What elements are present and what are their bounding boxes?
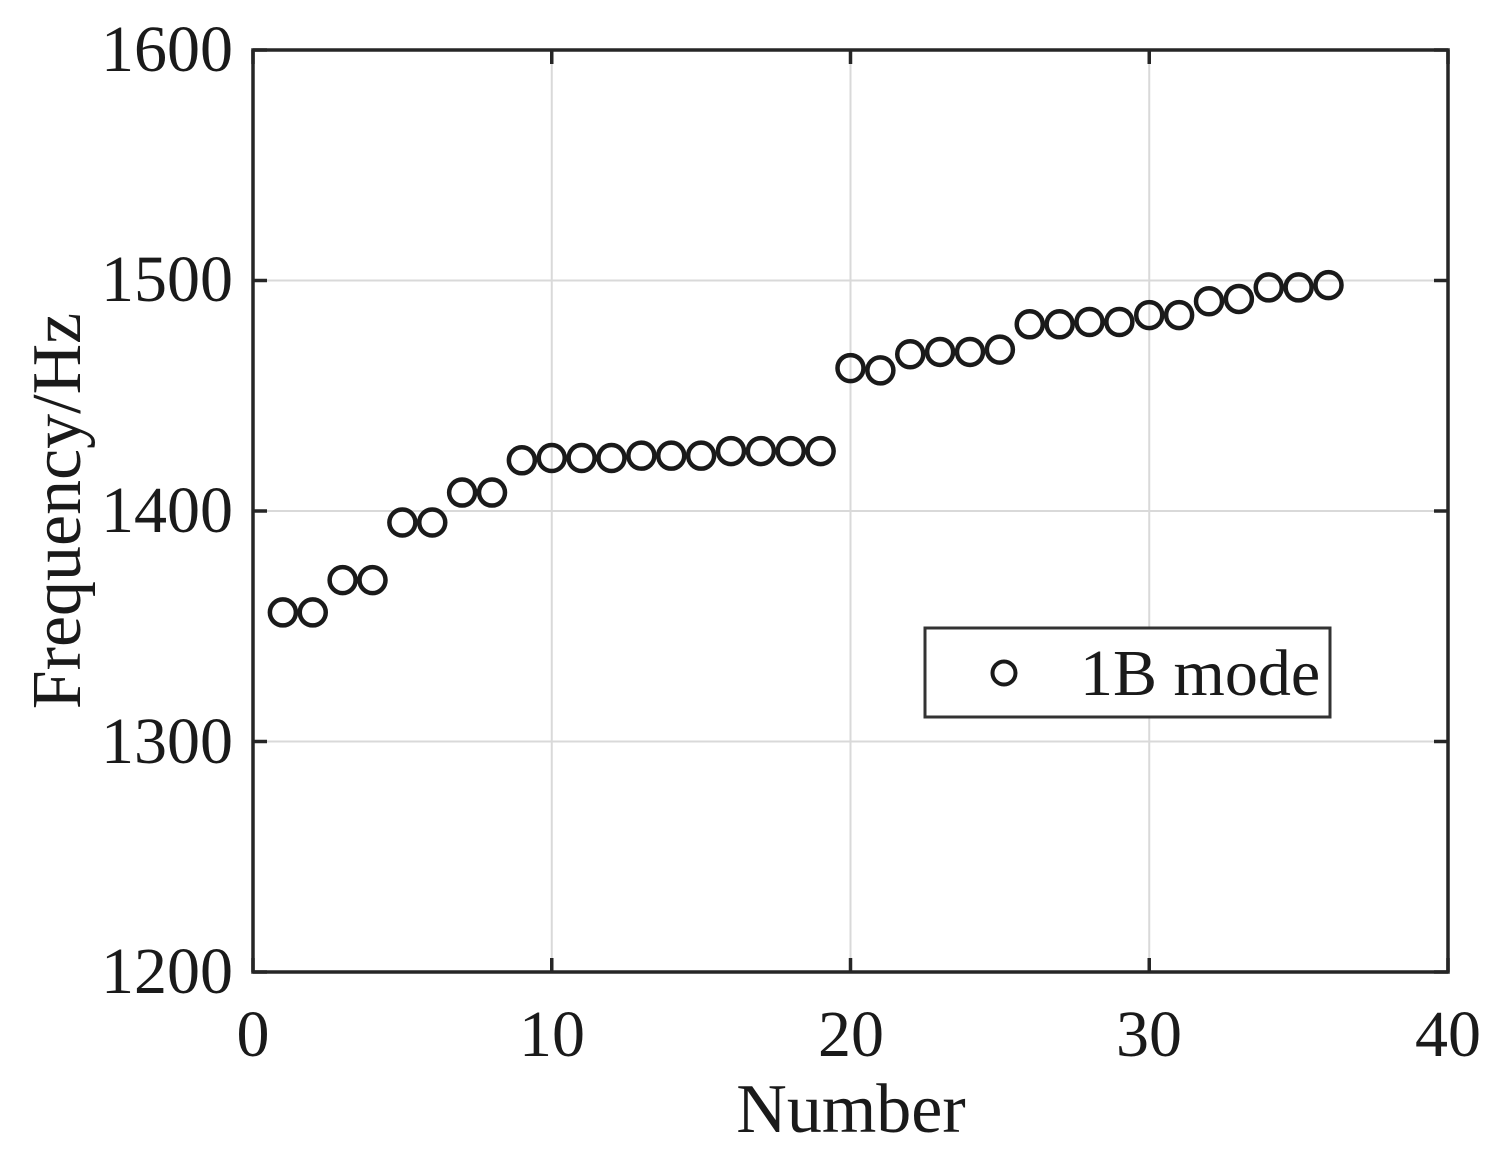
data-point-marker xyxy=(835,352,866,384)
data-point-marker xyxy=(476,477,508,508)
x-tick-label-0: 0 xyxy=(236,998,270,1071)
data-point-marker xyxy=(1193,285,1225,317)
data-point-marker xyxy=(1253,272,1284,303)
data-point-marker xyxy=(1014,309,1045,340)
data-point-marker xyxy=(895,339,926,370)
data-point-marker xyxy=(775,435,806,467)
data-point-marker xyxy=(1044,309,1075,340)
data-point-marker xyxy=(357,564,388,596)
data-point-marker xyxy=(984,334,1016,365)
axes-box xyxy=(251,48,1450,974)
data-point-marker xyxy=(267,597,299,628)
data-point-marker xyxy=(417,507,448,538)
data-point-marker xyxy=(387,507,418,538)
y-tick-label-1300: 1300 xyxy=(101,705,233,778)
y-axis-title: Frequency/Hz xyxy=(19,312,96,710)
data-point-marker xyxy=(685,440,717,471)
y-tick-label-1200: 1200 xyxy=(101,935,233,1008)
data-point-marker xyxy=(865,355,896,386)
legend-marker-icon xyxy=(990,659,1018,687)
data-point-marker xyxy=(297,597,328,628)
y-tick-label-1400: 1400 xyxy=(101,474,233,547)
data-point-marker xyxy=(745,435,777,467)
data-point-marker xyxy=(566,442,597,474)
x-axis-title: Number xyxy=(736,1071,966,1148)
x-tick-label-30: 30 xyxy=(1116,998,1182,1071)
data-point-marker xyxy=(1163,299,1195,331)
data-point-marker xyxy=(924,336,956,368)
data-point-marker xyxy=(1283,272,1314,303)
data-point-marker xyxy=(596,442,627,474)
data-point-marker xyxy=(1223,283,1255,315)
legend-label: 1B mode xyxy=(1080,637,1321,710)
data-point-marker xyxy=(626,440,657,471)
data-point-marker xyxy=(954,336,986,368)
data-point-marker xyxy=(656,440,687,471)
x-tick-label-10: 10 xyxy=(519,998,585,1071)
data-point-marker xyxy=(506,445,538,476)
data-point-marker xyxy=(1313,269,1344,301)
y-tick-label-1600: 1600 xyxy=(101,13,233,86)
x-tick-label-20: 20 xyxy=(818,998,884,1071)
x-tick-label-40: 40 xyxy=(1415,998,1481,1071)
data-point-marker xyxy=(327,564,358,596)
data-point-marker xyxy=(805,435,836,467)
data-point-marker xyxy=(715,435,747,467)
data-point-marker xyxy=(1104,306,1135,338)
data-point-marker xyxy=(1074,306,1105,338)
y-tick-label-1500: 1500 xyxy=(101,243,233,316)
data-point-marker xyxy=(1134,299,1165,331)
data-point-marker xyxy=(446,477,478,508)
data-point-marker xyxy=(536,442,567,474)
